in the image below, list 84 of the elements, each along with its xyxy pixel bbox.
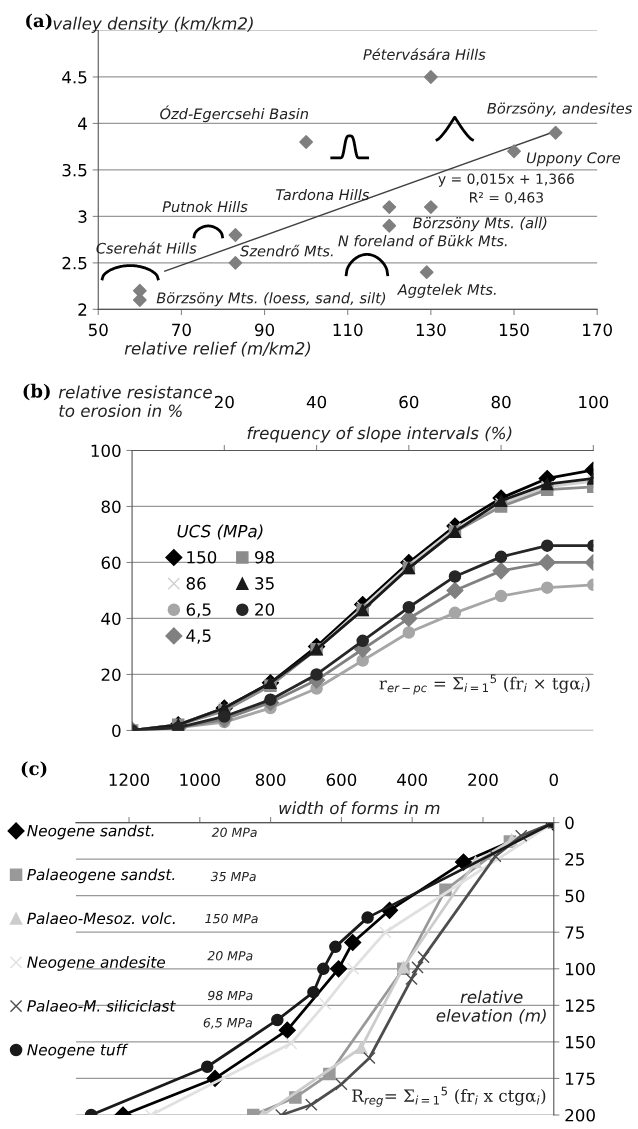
annotation: Ózd-Egercsehi Basin: [160, 105, 309, 123]
y-tick-label: 20: [101, 668, 121, 682]
legend-label: 35: [255, 577, 274, 590]
legend-label: Palaeo-M. siliciclast: [27, 999, 176, 1012]
x-tick-label: 70: [172, 323, 191, 337]
x-tick-label: 800: [255, 773, 286, 787]
x-tick-label: 1000: [180, 773, 220, 787]
annotation: 20 MPa: [207, 950, 253, 961]
legend-label: Palaeo-Mesoz. volc.: [27, 912, 175, 925]
legend-label: 20: [255, 603, 275, 616]
y-axis-title: valley density (km/km2): [53, 16, 253, 33]
legend-label: Neogene tuff: [27, 1043, 129, 1059]
annotation: y = 0,015x + 1,366: [438, 173, 574, 187]
x-tick-label: 170: [583, 323, 612, 337]
y-tick-label: 175: [566, 1072, 595, 1086]
y-tick-label: 75: [565, 926, 584, 939]
x-tick-label: 600: [326, 773, 357, 787]
annotation: Börzsöny Mts. (loess, sand, silt): [156, 292, 386, 307]
x-axis-title: width of forms in m: [279, 801, 440, 815]
y-tick-label: 80: [101, 500, 121, 514]
y-tick-label: 200: [565, 1108, 595, 1122]
x-tick-label: 1200: [109, 773, 150, 787]
annotation: Szendrő Mts.: [240, 244, 333, 257]
annotation: 98 MPa: [207, 990, 253, 1001]
chart-title: (c): [21, 761, 47, 778]
y-tick-label: 3: [78, 210, 87, 223]
x-tick-label: 150: [499, 323, 529, 337]
legend-label: 86: [186, 577, 206, 590]
y-axis-title: relative resistance to erosion in %: [58, 385, 212, 418]
x-tick-label: 90: [255, 323, 275, 337]
legend-label: Neogene andesite: [27, 956, 166, 971]
y-tick-label: 60: [101, 556, 121, 570]
y-axis-title: relative elevation (m): [436, 990, 546, 1024]
y-tick-label: 4.5: [62, 71, 87, 84]
x-tick-label: 0: [549, 773, 558, 787]
y-tick-label: 2.5: [62, 256, 87, 270]
x-tick-label: 40: [306, 395, 327, 409]
y-tick-label: 40: [101, 612, 121, 626]
text: r$_{er−pc}$ = Σ$_{i=1}$$^{5}$ (fr$_{i}$ × tgα$_{i}$): [379, 674, 590, 695]
annotation: N foreland of Bükk Mts.: [338, 235, 507, 247]
text: R$_{reg}$= Σ$_{i=1}$$^{5}$ (fr$_{i}$ x ctgα$_{i}$): [352, 1086, 546, 1107]
chart-title: (b): [23, 383, 50, 401]
x-tick-label: 110: [333, 323, 363, 337]
x-axis-title: frequency of slope intervals (%): [247, 426, 512, 443]
y-tick-label: 125: [566, 999, 595, 1012]
annotation: Tardona Hills: [276, 188, 370, 201]
annotation: R² = 0,463: [470, 192, 543, 205]
y-tick-label: 0: [565, 816, 574, 830]
annotation: Putnok Hills: [162, 200, 248, 213]
legend-label: 150: [187, 550, 217, 564]
x-tick-label: 60: [399, 395, 419, 409]
annotation: Börzsöny, andesites: [487, 102, 633, 117]
x-tick-label: 400: [397, 773, 427, 787]
y-tick-label: 50: [565, 889, 585, 903]
y-tick-label: 4: [78, 117, 87, 130]
annotation: 6,5 MPa: [203, 1017, 252, 1029]
x-tick-label: 100: [579, 395, 609, 409]
x-tick-label: 50: [88, 323, 108, 337]
x-tick-label: 130: [416, 323, 446, 337]
y-tick-label: 2: [78, 303, 87, 316]
legend-label: 98: [255, 550, 275, 564]
y-tick-label: 150: [566, 1035, 595, 1049]
annotation: Pétervására Hills: [363, 48, 486, 60]
legend-title: UCS (MPa): [177, 524, 263, 540]
annotation: Aggtelek Mts.: [396, 283, 496, 298]
y-tick-label: 25: [565, 853, 584, 866]
legend-label: Neogene sandst.: [27, 824, 154, 840]
x-tick-label: 80: [491, 395, 511, 409]
y-tick-label: 100: [566, 962, 595, 976]
annotation: 150 MPa: [205, 913, 258, 924]
annotation: 35 MPa: [210, 871, 256, 882]
chart-title: (a): [26, 13, 52, 30]
x-tick-label: 20: [214, 395, 234, 409]
x-axis-title: relative relief (m/km2): [124, 341, 311, 357]
annotation: 20 MPa: [211, 827, 257, 838]
x-tick-label: 200: [468, 773, 498, 787]
y-tick-label: 3.5: [62, 163, 87, 177]
y-tick-label: 100: [91, 444, 121, 458]
y-tick-label: 0: [112, 724, 121, 738]
legend-label: 4,5: [186, 629, 211, 644]
legend-label: 6,5: [186, 603, 211, 618]
annotation: Uppony Core: [526, 152, 621, 167]
annotation: Börzsöny Mts. (all): [413, 217, 547, 232]
legend-label: Palaeogene sandst.: [27, 868, 175, 884]
